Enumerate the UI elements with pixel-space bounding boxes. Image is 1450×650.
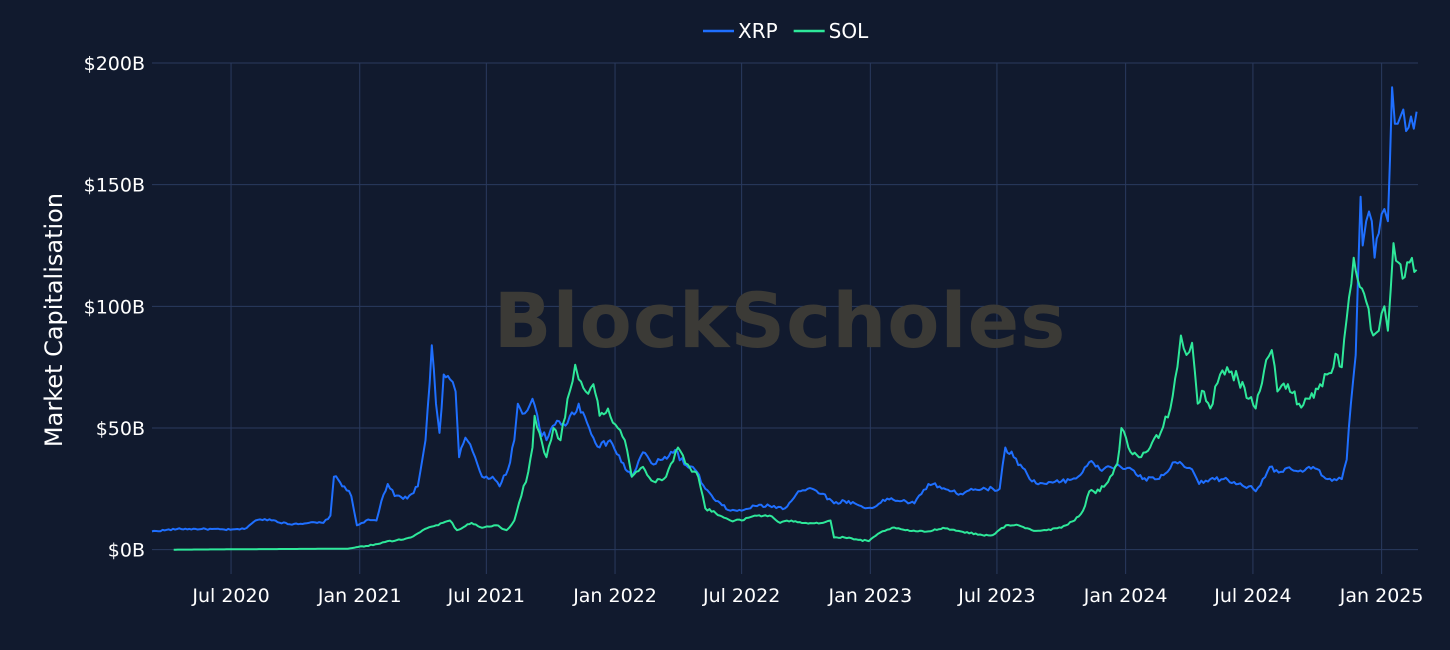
y-tick-label: $0B	[108, 540, 145, 562]
x-tick-label: Jul 2022	[702, 585, 780, 607]
legend: XRP SOL	[703, 19, 869, 43]
legend-label: XRP	[738, 19, 778, 43]
x-tick-label: Jan 2022	[572, 585, 657, 607]
series-layer	[151, 86, 1418, 551]
x-tick-label: Jan 2021	[317, 585, 402, 607]
x-tick-label: Jan 2024	[1083, 585, 1168, 607]
y-tick-label: $150B	[84, 175, 145, 197]
legend-item-sol[interactable]: SOL	[793, 19, 869, 43]
series-line-xrp	[151, 86, 1418, 533]
x-tick-label: Jul 2020	[191, 585, 269, 607]
y-tick-label: $50B	[96, 418, 145, 440]
x-tick-label: Jan 2025	[1339, 585, 1424, 607]
y-axis-title: Market Capitalisation	[40, 193, 68, 447]
watermark-logo: BlockScholes	[494, 276, 1067, 365]
x-tick-label: Jul 2024	[1213, 585, 1291, 607]
x-tick-label: Jul 2021	[447, 585, 525, 607]
x-tick-label: Jan 2023	[827, 585, 912, 607]
y-tick-label: $100B	[84, 296, 145, 318]
x-tick-label: Jul 2023	[957, 585, 1035, 607]
legend-label: SOL	[829, 19, 869, 43]
legend-item-xrp[interactable]: XRP	[703, 19, 778, 43]
series-line-sol	[173, 242, 1418, 551]
x-axis-ticks: Jul 2020 Jan 2021 Jul 2021 Jan 2022 Jul 2022…	[191, 585, 1423, 607]
y-axis-ticks: $0B $50B $100B $150B $200B	[84, 53, 145, 562]
y-tick-label: $200B	[84, 53, 145, 75]
